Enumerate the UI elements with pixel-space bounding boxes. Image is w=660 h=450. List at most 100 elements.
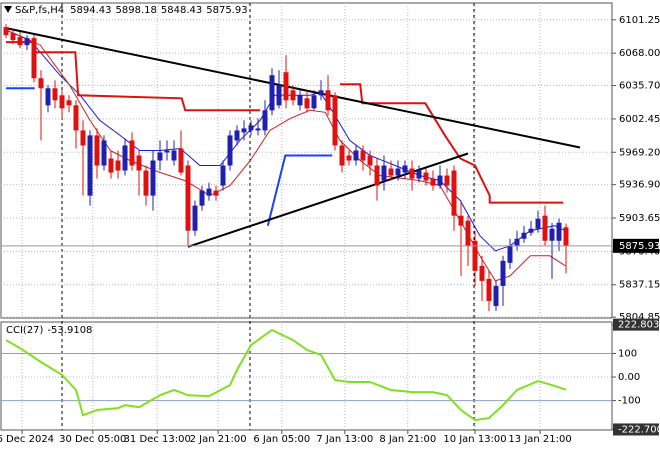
candle-body [80,130,86,146]
candle-body [542,215,548,241]
cci-name: CCI(27) [6,325,44,336]
candle-body [458,215,464,226]
y-tick-label: 5903.65 [619,213,660,224]
last-close: 5875.93 [206,5,247,16]
candle-body [486,278,492,301]
cci-extreme-box [613,423,659,436]
candle-body [150,160,156,196]
candle-body [248,125,254,131]
candle-body [94,135,100,166]
candle-body [24,38,30,46]
candle-body [472,240,478,271]
y-tick-label: 6002.45 [619,114,660,125]
candle-body [52,88,58,101]
candle-body [325,90,331,111]
candle-body [199,190,205,206]
x-tick-label: 6 Jan 05:00 [253,434,310,445]
candle-body [234,130,240,141]
candle-body [178,148,184,173]
candle-body [108,158,114,173]
overlay-line [187,152,469,248]
candle-body [283,72,289,101]
cci-tick-label: -100 [618,396,641,407]
candle-body [500,260,506,286]
candle-body [388,168,394,176]
candle-body [73,105,79,131]
candle-body [430,178,436,186]
candle-body [367,155,373,166]
candle-body [535,218,541,229]
x-tick-label: 31 Dec 13:00 [124,434,191,445]
candle-body [416,170,422,179]
chart-title: S&P,fs,H4 5894.43 5898.18 5848.43 5875.93 [15,5,248,16]
last-open: 5894.43 [70,5,111,16]
candle-body [521,232,527,239]
candle-body [297,95,303,106]
x-tick-label: 13 Jan 21:00 [508,434,571,445]
candle-body [304,98,310,109]
candle-body [129,140,135,166]
candle-body [353,150,359,161]
candle-body [115,160,121,171]
candle-body [185,165,191,231]
cci-line [5,328,567,422]
cci-tick-label: 0.00 [618,372,640,383]
y-tick-label: 6101.25 [619,15,660,26]
last-high: 5898.18 [116,5,157,16]
candle-body [171,150,177,161]
candle-body [493,285,499,306]
y-tick-label: 6035.70 [619,81,660,92]
x-tick-label: 10 Jan 13:00 [443,434,506,445]
y-tick-label: 5936.90 [619,180,660,191]
symbol: S&P,fs,H4 [15,5,64,16]
candle-body [360,150,366,161]
candle-body [332,95,338,146]
candle-body [269,75,275,111]
cci-last: -53.9108 [47,325,92,336]
candle-body [507,245,513,263]
candle-body [227,135,233,166]
candle-body [437,175,443,186]
candle-body [143,170,149,196]
price-panel [0,2,613,319]
candle-body [402,165,408,173]
cci-tick-label: -222.7008 [618,424,660,435]
cci-label: CCI(27) -53.9108 [6,325,92,336]
candle-body [255,128,261,131]
candle-body [59,95,65,109]
candle-body [374,165,380,186]
candle-body [479,265,485,281]
last-low: 5848.43 [161,5,202,16]
symbol-icon [4,6,12,13]
candle-body [395,168,401,176]
x-tick-label: 26 Dec 2024 [0,434,54,445]
cci-panel [0,321,613,431]
candle-body [206,188,212,196]
candle-body [290,90,296,101]
candle-body [423,172,429,181]
current-price-box [613,238,659,253]
candle-body [528,228,534,233]
candle-body [136,155,142,171]
cci-tick-label: 100 [618,349,637,360]
candle-body [563,227,569,246]
candle-body [381,165,387,181]
candle-body [45,88,51,106]
candle-body [164,150,170,153]
candle-body [17,37,23,46]
candle-body [122,145,128,171]
candle-body [38,78,44,89]
plot: 6101.25 6068.00 6035.70 6002.45 5969.20 5936.… [0,3,660,445]
candle-body [31,38,37,79]
candle-body [192,205,198,231]
cci-extreme-box [613,318,659,331]
candle-body [346,155,352,161]
candle-body [444,175,450,186]
overlay-line [6,87,333,226]
candle-body [556,222,562,241]
candle-body [409,168,415,179]
candle-body [213,190,219,196]
